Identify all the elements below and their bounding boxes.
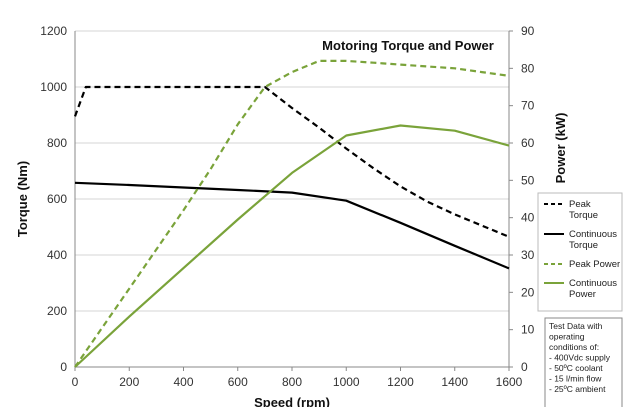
- x-axis-label: Speed (rpm): [254, 395, 330, 407]
- legend: Peak Torque Continuous Torque Peak Power Cont…: [537, 192, 623, 312]
- x-tick-label: 400: [173, 375, 193, 389]
- legend-label: Continuous Power: [569, 278, 617, 300]
- series-line-peak-torque: [73, 85, 510, 238]
- y-right-tick-label: 20: [521, 285, 535, 299]
- gridlines: [75, 30, 509, 368]
- x-tick-label: 1000: [333, 375, 360, 389]
- y-right-tick-label: 40: [521, 211, 535, 225]
- y-right-axis-ticks: 0 10 20 30 40 50 60 70 80 90: [509, 24, 535, 374]
- note-line: operating: [549, 332, 585, 342]
- y-right-axis-label: Power (kW): [553, 113, 568, 184]
- y-right-tick-label: 50: [521, 173, 535, 187]
- series-lines: [73, 59, 510, 368]
- y-left-tick-label: 600: [47, 192, 67, 206]
- note-line: conditions of:: [549, 342, 599, 352]
- x-axis-ticks: 0 200 400 600 800 1000 1200 1400 1600: [72, 367, 523, 389]
- x-tick-label: 1200: [387, 375, 414, 389]
- y-left-axis-ticks: 0 200 400 600 800 1000 1200: [40, 24, 67, 374]
- y-right-tick-label: 30: [521, 248, 535, 262]
- x-tick-label: 1600: [496, 375, 523, 389]
- y-left-tick-label: 1200: [40, 24, 67, 38]
- legend-label: Continuous Torque: [569, 229, 617, 251]
- y-left-tick-label: 0: [60, 360, 67, 374]
- y-left-tick-label: 1000: [40, 80, 67, 94]
- note-line: - 50ºC coolant: [549, 363, 603, 373]
- y-right-tick-label: 10: [521, 323, 535, 337]
- y-left-tick-label: 200: [47, 304, 67, 318]
- x-tick-label: 200: [119, 375, 139, 389]
- y-right-tick-label: 70: [521, 99, 535, 113]
- chart-title: Motoring Torque and Power: [322, 38, 494, 53]
- y-right-tick-label: 90: [521, 24, 535, 38]
- y-left-axis-label: Torque (Nm): [15, 161, 30, 237]
- note-line: - 25ºC ambient: [549, 384, 606, 394]
- y-left-tick-label: 800: [47, 136, 67, 150]
- y-right-tick-label: 60: [521, 136, 535, 150]
- series-line-continuous-torque: [74, 181, 510, 270]
- y-right-tick-label: 0: [521, 360, 528, 374]
- x-tick-label: 0: [72, 375, 79, 389]
- legend-label: Peak Torque: [569, 199, 598, 221]
- note-line: - 15 l/min flow: [549, 374, 602, 384]
- x-tick-label: 800: [282, 375, 302, 389]
- legend-label: Peak Power: [569, 259, 620, 270]
- legend-box: [537, 192, 623, 312]
- note-box: [544, 317, 623, 407]
- series-line-continuous-power: [74, 124, 510, 368]
- note-line: - 400Vdc supply: [549, 353, 611, 363]
- y-right-tick-label: 80: [521, 61, 535, 75]
- x-tick-label: 1400: [441, 375, 468, 389]
- x-tick-label: 600: [228, 375, 248, 389]
- note-line: Test Data with: [549, 321, 603, 331]
- y-left-tick-label: 400: [47, 248, 67, 262]
